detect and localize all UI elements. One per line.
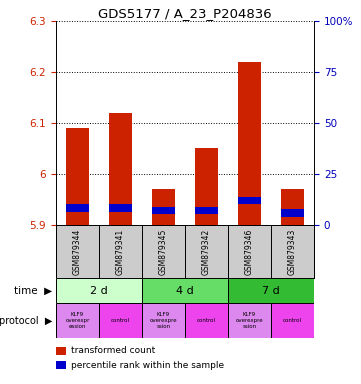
Text: control: control	[283, 318, 302, 323]
Bar	[142, 303, 185, 338]
Bar	[66, 128, 89, 225]
Text: transformed count: transformed count	[71, 346, 156, 356]
Text: 4 d: 4 d	[176, 286, 194, 296]
Bar	[271, 303, 314, 338]
Bar	[281, 189, 304, 225]
Text: GSM879344: GSM879344	[73, 228, 82, 275]
Bar	[281, 209, 304, 217]
Bar	[195, 207, 218, 215]
Text: GSM879343: GSM879343	[288, 228, 297, 275]
Text: protocol  ▶: protocol ▶	[0, 316, 52, 326]
Bar	[195, 148, 218, 225]
Bar	[99, 225, 142, 278]
Bar	[228, 225, 271, 278]
Bar	[185, 303, 228, 338]
Text: GSM879345: GSM879345	[159, 228, 168, 275]
Text: KLF9
overexpr
ession: KLF9 overexpr ession	[65, 312, 90, 329]
Bar	[56, 225, 99, 278]
Bar	[152, 207, 175, 215]
Bar	[228, 303, 271, 338]
Bar	[142, 225, 185, 278]
Bar	[185, 225, 228, 278]
Text: GSM879341: GSM879341	[116, 228, 125, 275]
Bar	[142, 278, 228, 303]
Title: GDS5177 / A_23_P204836: GDS5177 / A_23_P204836	[98, 7, 272, 20]
Bar	[271, 225, 314, 278]
Bar	[109, 113, 132, 225]
Text: GSM879342: GSM879342	[202, 228, 211, 275]
Text: control: control	[197, 318, 216, 323]
Bar	[56, 303, 99, 338]
Bar	[238, 197, 261, 204]
Text: 2 d: 2 d	[90, 286, 108, 296]
Text: control: control	[111, 318, 130, 323]
Text: percentile rank within the sample: percentile rank within the sample	[71, 361, 225, 370]
Bar	[228, 278, 314, 303]
Text: KLF9
overexpre
ssion: KLF9 overexpre ssion	[236, 312, 264, 329]
Bar	[99, 303, 142, 338]
Text: 7 d: 7 d	[262, 286, 280, 296]
Bar	[152, 189, 175, 225]
Bar	[109, 204, 132, 212]
Bar	[238, 62, 261, 225]
Text: GSM879346: GSM879346	[245, 228, 254, 275]
Bar	[56, 278, 142, 303]
Bar	[66, 204, 89, 212]
Text: KLF9
overexpre
ssion: KLF9 overexpre ssion	[150, 312, 177, 329]
Text: time  ▶: time ▶	[14, 286, 52, 296]
